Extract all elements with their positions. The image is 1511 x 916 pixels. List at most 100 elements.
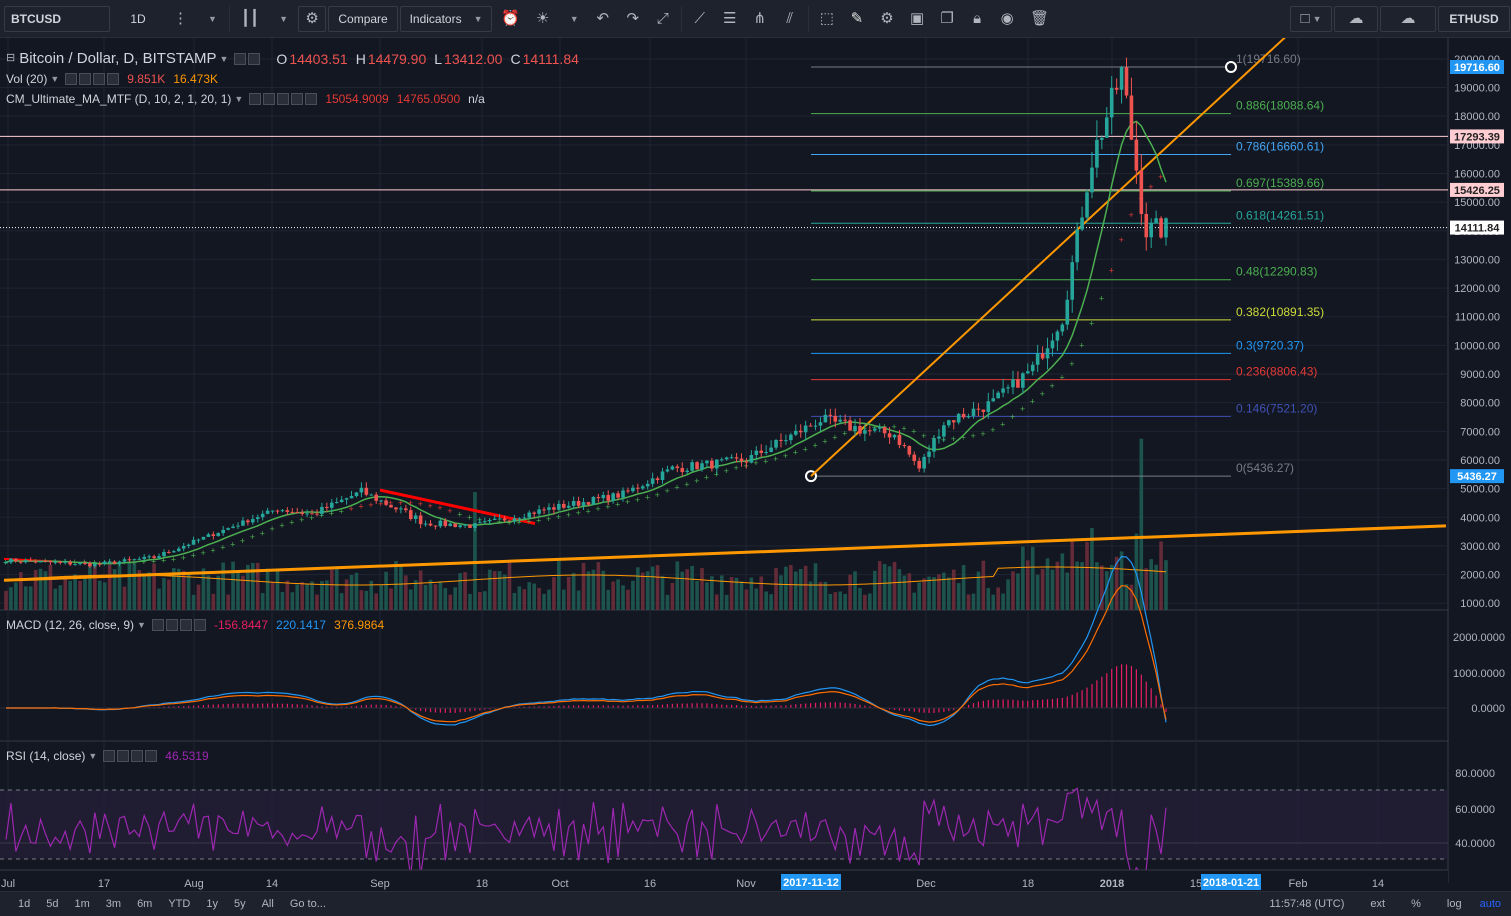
pencil-icon[interactable]: ✎ — [843, 6, 871, 32]
redo-icon[interactable]: ↷ — [619, 6, 647, 32]
candle-body — [759, 451, 763, 453]
title-dropdown-icon[interactable]: ▼ — [220, 54, 229, 64]
price-tick-label: 4000.00 — [1460, 512, 1500, 524]
rsi-tick-label: 60.0000 — [1455, 804, 1495, 816]
volume-dropdown-icon[interactable]: ▼ — [50, 74, 59, 84]
indicators-button[interactable]: Indicators ▼ — [400, 6, 492, 32]
range-1y[interactable]: 1y — [198, 898, 226, 910]
candle-body — [947, 420, 951, 425]
candle-body — [444, 521, 448, 526]
rsi-dropdown-icon[interactable]: ▼ — [88, 751, 97, 761]
pitchfork-icon[interactable]: ⋔ — [746, 6, 774, 32]
price-tick-label: 5000.00 — [1460, 484, 1500, 496]
select-area-icon[interactable]: ⬚ — [813, 6, 841, 32]
macd-dropdown-icon[interactable]: ▼ — [137, 620, 146, 630]
volume-bar — [310, 581, 314, 610]
range-all[interactable]: All — [254, 898, 282, 910]
horizontal-lines-icon[interactable]: ☰ — [716, 6, 744, 32]
range-1d[interactable]: 1d — [0, 898, 38, 910]
collapse-icon[interactable]: ⊟ — [6, 53, 15, 64]
clone-icon[interactable]: ❐ — [933, 6, 961, 32]
candle-body — [789, 435, 793, 440]
macd-legend-buttons[interactable] — [152, 619, 208, 631]
candle-body — [927, 452, 931, 457]
candle-body — [1144, 214, 1148, 237]
eye-icon[interactable]: ◉ — [993, 6, 1021, 32]
candle-body — [804, 426, 808, 433]
volume-bar — [231, 562, 235, 610]
replay-dropdown-icon[interactable]: ▼ — [559, 6, 587, 32]
range-ytd[interactable]: YTD — [160, 898, 198, 910]
candle-body — [710, 461, 714, 469]
time-tick-label: 18 — [1022, 878, 1034, 890]
range-3m[interactable]: 3m — [98, 898, 129, 910]
percent-toggle[interactable]: % — [1403, 898, 1429, 910]
symbol-search[interactable]: BTCUSD — [4, 6, 110, 32]
ma-cross-marker: + — [556, 512, 561, 522]
range-6m[interactable]: 6m — [129, 898, 160, 910]
volume-bar — [162, 578, 166, 610]
volume-bar — [295, 584, 299, 610]
gear-icon[interactable]: ⚙ — [298, 6, 326, 32]
volume-bar — [330, 567, 334, 610]
candles-icon[interactable]: ┃┃ — [234, 6, 266, 32]
separator — [681, 6, 682, 32]
candle-body — [735, 457, 739, 458]
goto-button[interactable]: Go to... — [282, 898, 334, 910]
rsi-legend-buttons[interactable] — [103, 750, 159, 762]
price-tick-label: 8000.00 — [1460, 398, 1500, 410]
fib-level-label: 0.3(9720.37) — [1236, 338, 1304, 352]
volume-label: Vol (20) — [6, 72, 47, 86]
drawing-settings-icon[interactable]: ⚙ — [873, 6, 901, 32]
range-5d[interactable]: 5d — [38, 898, 66, 910]
candle-body — [656, 478, 660, 480]
second-symbol-button[interactable]: ETHUSD — [1438, 6, 1510, 32]
volume-bar — [927, 577, 931, 610]
channel-icon[interactable]: ⫽ — [776, 6, 804, 32]
ext-toggle[interactable]: ext — [1362, 898, 1393, 910]
candle-body — [305, 513, 309, 514]
legend-buttons[interactable] — [234, 53, 262, 65]
volume-bar — [740, 581, 744, 610]
ma-legend-buttons[interactable] — [249, 93, 319, 105]
candle-body — [764, 452, 768, 453]
ma-dropdown-icon[interactable]: ▼ — [234, 94, 243, 104]
rsi-value-1: 46.5319 — [165, 749, 208, 763]
interval-button[interactable]: 1D — [112, 6, 164, 32]
macd-value-1: -156.8447 — [214, 618, 268, 632]
ma-cross-marker: + — [171, 554, 176, 564]
fib-level-label: 0.48(12290.83) — [1236, 265, 1317, 279]
volume-bar — [360, 590, 364, 610]
lock-icon[interactable]: 🔒︎ — [963, 6, 991, 32]
interval-more-icon[interactable]: ⋮ — [166, 6, 195, 32]
undo-icon[interactable]: ↶ — [589, 6, 617, 32]
candle-body — [4, 562, 8, 563]
price-tick-label: 12000.00 — [1454, 283, 1500, 295]
cloud-upload-icon[interactable]: ☁ — [1380, 6, 1436, 32]
interval-dropdown-icon[interactable]: ▼ — [197, 6, 225, 32]
alert-icon[interactable]: ⏰ — [494, 6, 527, 32]
volume-legend-buttons[interactable] — [65, 73, 121, 85]
fullscreen-icon[interactable]: ⤢ — [649, 6, 677, 32]
candle-body — [1065, 300, 1069, 325]
candle-body — [942, 425, 946, 436]
chart-type-dropdown-icon[interactable]: ▼ — [268, 6, 296, 32]
ma-cross-marker: + — [970, 431, 975, 441]
ma-cross-marker: + — [1148, 182, 1153, 192]
layout-button[interactable]: □ ▼ — [1290, 6, 1332, 32]
replay-icon[interactable]: ☀ — [529, 6, 557, 32]
trash-icon[interactable]: 🗑︎ — [1023, 6, 1056, 32]
volume-bar — [448, 595, 452, 610]
candle-body — [957, 414, 961, 423]
log-toggle[interactable]: log — [1439, 898, 1470, 910]
chart-canvas[interactable]: 1(19716.60) 0.886(18088.64) 0.786(16660.61… — [0, 38, 1511, 891]
cloud-download-icon[interactable]: ☁ — [1334, 6, 1378, 32]
compare-button[interactable]: Compare — [328, 6, 398, 32]
trend-line-icon[interactable]: ⟋ — [686, 6, 714, 32]
volume-bar — [1159, 541, 1163, 610]
auto-toggle[interactable]: auto — [1470, 898, 1511, 910]
candle-body — [592, 497, 596, 505]
range-5y[interactable]: 5y — [226, 898, 254, 910]
fill-color-icon[interactable]: ▣ — [903, 6, 931, 32]
range-1m[interactable]: 1m — [67, 898, 98, 910]
